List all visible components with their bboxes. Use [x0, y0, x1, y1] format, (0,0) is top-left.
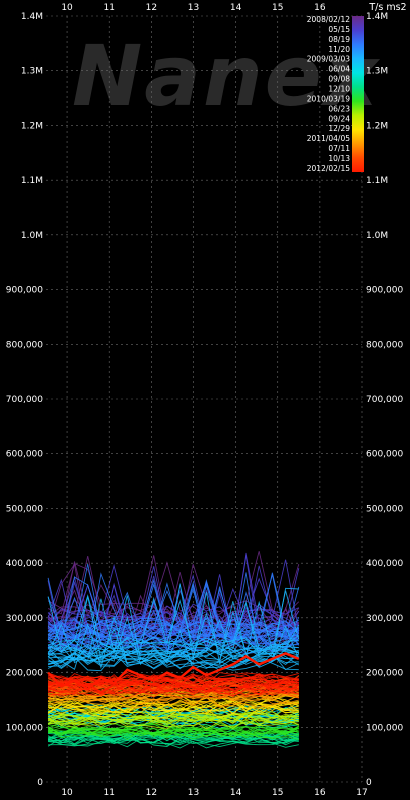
legend-date-label: 2009/03/03 [307, 55, 350, 64]
x-tick-label-bottom: 17 [356, 788, 367, 798]
legend-date-label: 09/24 [328, 114, 350, 123]
y-tick-label-left: 1.0M [21, 231, 43, 241]
legend-date-label: 12/29 [328, 124, 350, 133]
legend-date-label: 2011/04/05 [307, 134, 350, 143]
highlight-series-line [47, 652, 300, 691]
y-tick-label-left: 500,000 [6, 504, 43, 514]
y-tick-label-right: 300,000 [366, 614, 403, 624]
series-line-2009b [47, 600, 300, 666]
y-tick-label-right: 800,000 [366, 340, 403, 350]
series-lines [47, 551, 300, 749]
y-tick-label-left: 200,000 [6, 669, 43, 679]
x-tick-label-top: 15 [272, 3, 283, 13]
unit-label: T/s ms2 [368, 2, 406, 13]
y-tick-label-right: 100,000 [366, 723, 403, 733]
series-line-2012 [48, 673, 299, 687]
series-line-2010c [47, 727, 299, 738]
legend-date-label: 06/23 [328, 104, 350, 113]
y-tick-label-right: 200,000 [366, 669, 403, 679]
series-line-2009b [47, 625, 300, 671]
y-tick-label-left: 600,000 [6, 450, 43, 460]
series-line-2009b [48, 629, 299, 672]
x-tick-label-bottom: 10 [61, 788, 73, 798]
y-tick-label-left: 1.1M [21, 176, 43, 186]
series-line-2011c [47, 689, 299, 702]
series-line-2010c [48, 724, 299, 734]
y-tick-label-right: 1.1M [366, 176, 388, 186]
legend-date-label: 2008/02/12 [307, 15, 350, 24]
x-tick-label-top: 11 [103, 3, 114, 13]
x-tick-label-bottom: 14 [230, 788, 242, 798]
x-tick-label-bottom: 12 [146, 788, 157, 798]
y-tick-label-left: 900,000 [6, 286, 43, 296]
series-line-2012 [48, 681, 300, 694]
legend-date-label: 2010/03/19 [307, 94, 350, 103]
series-line-2011c [47, 694, 299, 707]
y-tick-label-left: 0 [37, 778, 43, 788]
legend-date-label: 11/20 [328, 45, 350, 54]
series-line-2012 [47, 683, 299, 696]
y-tick-label-left: 700,000 [6, 395, 43, 405]
series-line-2009b [47, 624, 300, 663]
x-tick-label-bottom: 16 [314, 788, 326, 798]
y-tick-label-right: 1.4M [366, 12, 388, 22]
x-tick-label-bottom: 11 [103, 788, 114, 798]
y-tick-label-left: 100,000 [6, 723, 43, 733]
y-tick-label-right: 900,000 [366, 286, 403, 296]
series-line-2012 [47, 684, 299, 697]
series-line-2009b [47, 601, 300, 666]
y-tick-label-right: 1.2M [366, 121, 388, 131]
series-line-2008b [47, 566, 299, 633]
series-line-2009b [47, 643, 299, 658]
y-tick-label-left: 1.4M [21, 12, 43, 22]
y-tick-label-right: 1.3M [366, 67, 388, 77]
x-tick-label-top: 10 [61, 3, 73, 13]
y-tick-label-right: 700,000 [366, 395, 403, 405]
y-tick-label-right: 600,000 [366, 450, 403, 460]
y-tick-label-left: 1.3M [21, 67, 43, 77]
series-line-2010b [48, 731, 299, 742]
y-tick-label-right: 400,000 [366, 559, 403, 569]
y-tick-label-left: 400,000 [6, 559, 43, 569]
y-tick-label-right: 1.0M [366, 231, 388, 241]
x-tick-label-top: 13 [188, 3, 199, 13]
series-line-2009 [47, 581, 300, 648]
series-line-2009b [47, 623, 299, 666]
series-line-2009b [47, 640, 299, 658]
series-line-2010c [48, 729, 299, 741]
series-line-2011a [48, 712, 299, 724]
y-tick-label-right: 0 [366, 778, 372, 788]
legend-date-label: 2012/02/15 [307, 164, 350, 173]
nanex-watermark: Nanex [72, 27, 381, 125]
series-line-2009b [47, 599, 300, 654]
series-line-2011a [47, 713, 299, 726]
series-line-2009b [47, 596, 300, 657]
series-line-2011b [47, 698, 299, 712]
legend-date-label: 12/10 [328, 85, 350, 94]
series-line-2010b [47, 735, 299, 746]
legend-colorbar [352, 16, 364, 172]
x-tick-label-top: 14 [230, 3, 242, 13]
series-line-2012 [47, 677, 299, 691]
legend-date-label: 09/08 [328, 75, 350, 84]
x-tick-label-bottom: 15 [272, 788, 283, 798]
y-tick-label-left: 1.2M [21, 121, 43, 131]
series-line-2010c [47, 724, 299, 734]
y-tick-label-left: 800,000 [6, 340, 43, 350]
x-tick-label-top: 16 [314, 3, 326, 13]
series-line-2010c [47, 723, 300, 734]
legend-date-label: 10/13 [328, 154, 350, 163]
series-line-2011b [47, 701, 299, 715]
x-tick-label-bottom: 13 [188, 788, 199, 798]
x-tick-label-top: 12 [146, 3, 157, 13]
legend-date-label: 05/15 [328, 25, 350, 34]
y-tick-label-right: 500,000 [366, 504, 403, 514]
y-tick-label-left: 300,000 [6, 614, 43, 624]
legend-date-label: 06/04 [328, 65, 350, 74]
series-line-2011b [47, 706, 299, 719]
legend-date-label: 08/19 [328, 35, 350, 44]
legend-date-label: 07/11 [328, 144, 350, 153]
